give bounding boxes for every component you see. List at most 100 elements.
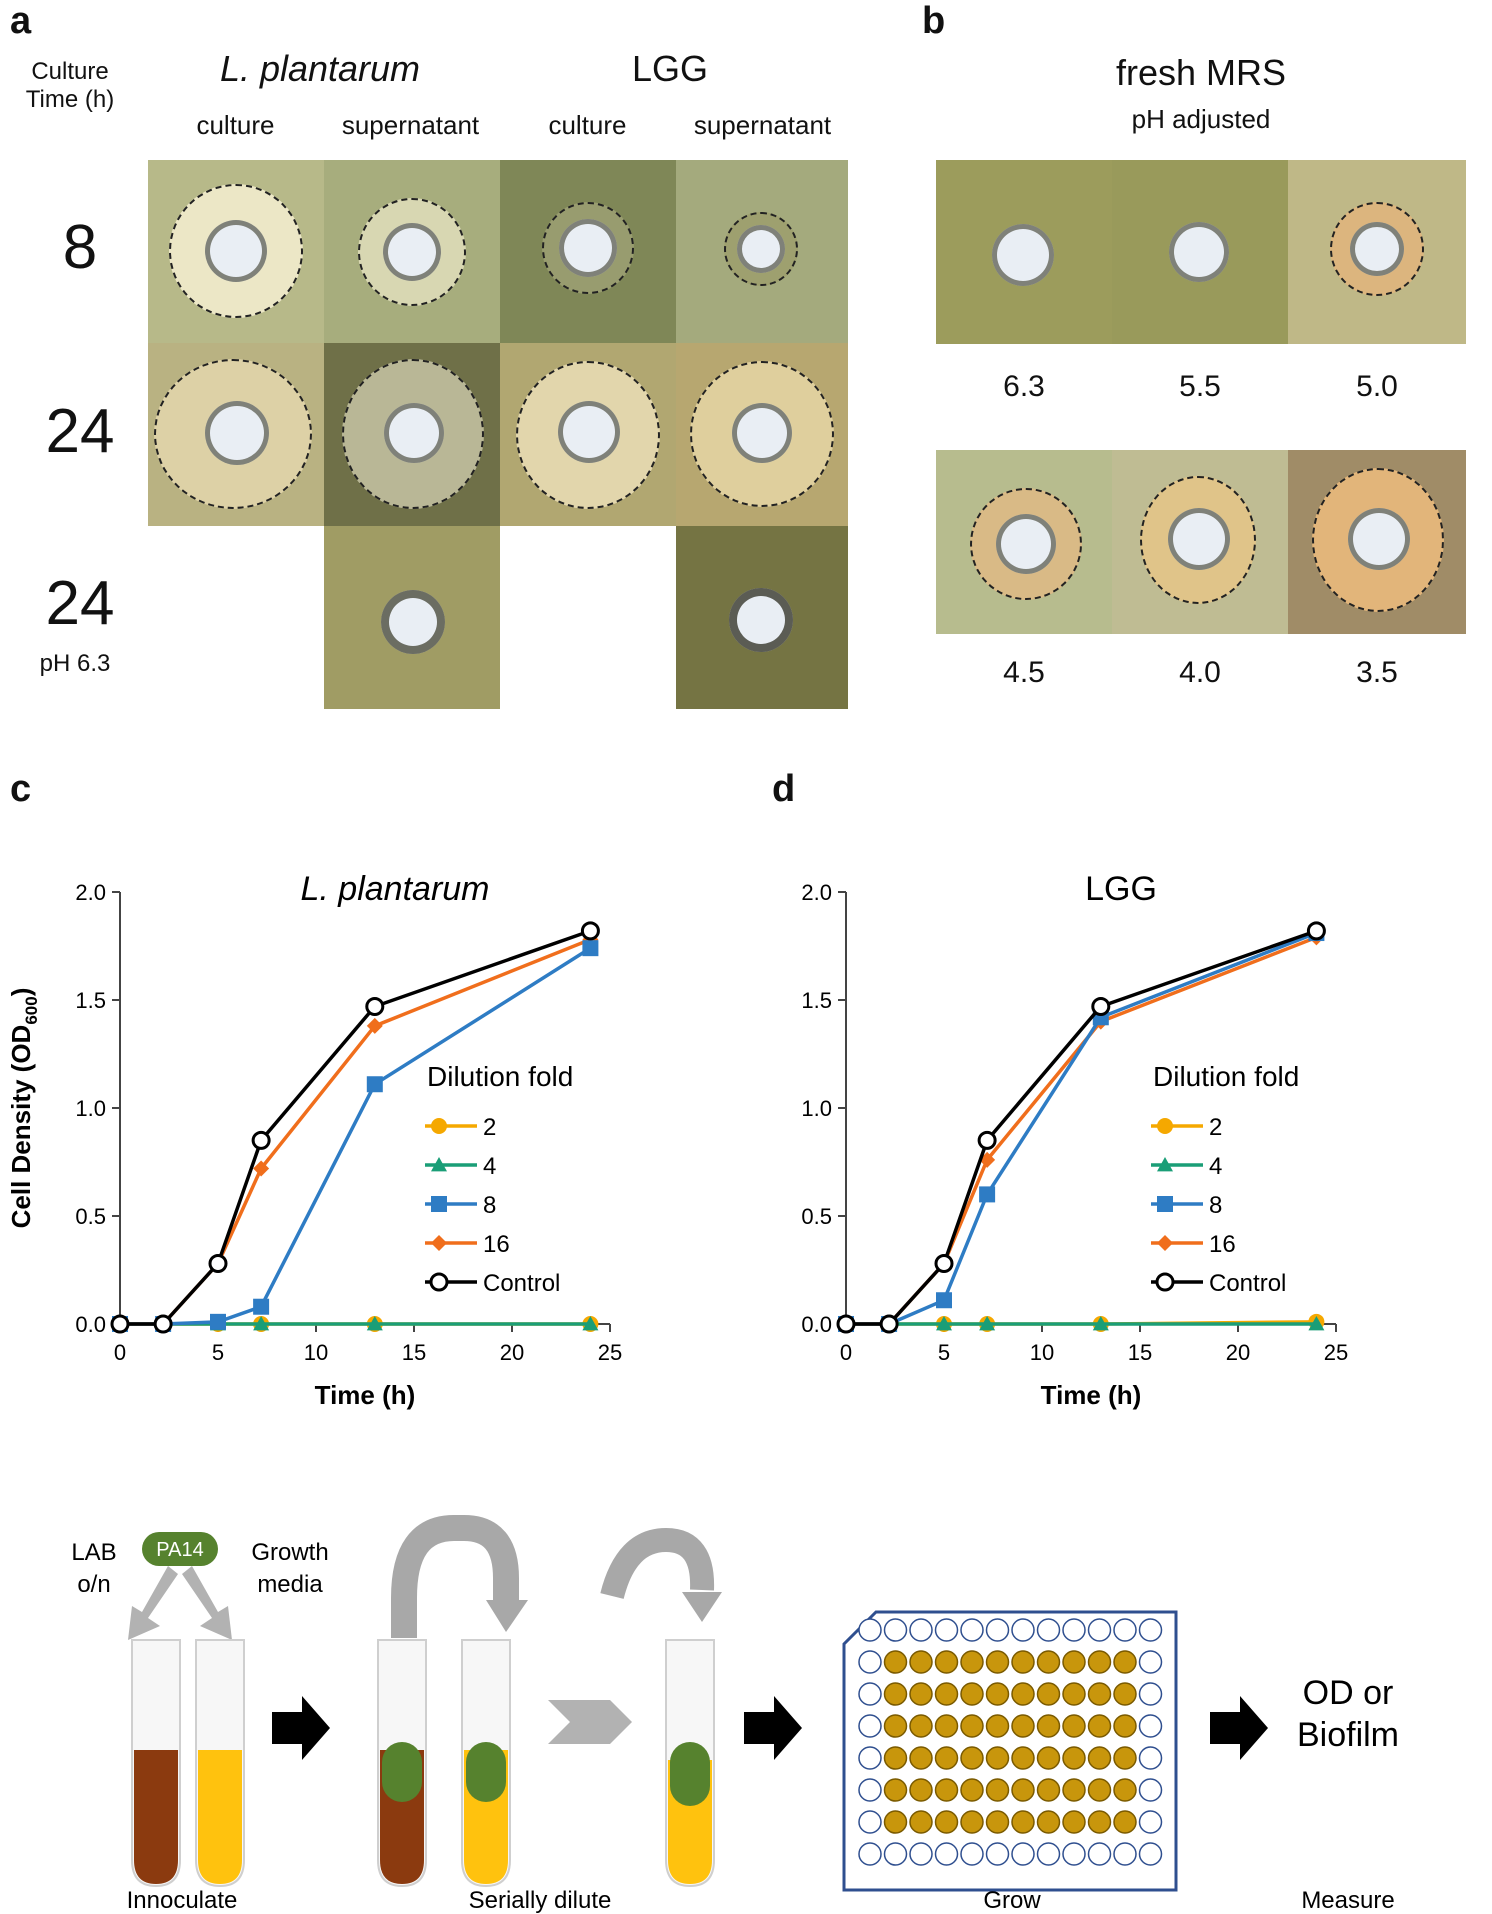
legend-label: 8: [483, 1192, 496, 1219]
growth-media-label-1: Growth: [251, 1539, 328, 1566]
plate-well-empty: [1138, 1714, 1163, 1738]
plate-well-filled: [1062, 1778, 1086, 1802]
plate-well-filled: [1087, 1778, 1112, 1802]
plate-well-empty: [1138, 1842, 1163, 1866]
data-point: [1092, 1316, 1109, 1331]
plate-image-lp-supernatant-24h-ph63: [324, 526, 500, 709]
pa14-badge: [142, 1532, 218, 1566]
plate-well-filled: [934, 1714, 959, 1738]
result-label-1: OD or: [1303, 1674, 1394, 1712]
plate-image-mrs-ph35: [1288, 450, 1466, 634]
legend-label: Control: [483, 1270, 560, 1297]
plate-image-lgg-culture-8h: [500, 160, 676, 343]
plate-well-filled: [1011, 1810, 1035, 1834]
row-label-24: 24: [45, 397, 115, 466]
y-tick-label: 0.5: [801, 1204, 832, 1229]
data-point: [1091, 996, 1111, 1016]
plate-well-filled: [934, 1746, 959, 1770]
legend-marker: [1157, 1196, 1173, 1212]
data-point: [153, 1314, 173, 1334]
plate-well-empty: [1138, 1682, 1163, 1706]
plate-well-filled: [883, 1810, 908, 1834]
plate-image-mrs-ph40: [1112, 450, 1288, 634]
ph-label-45: 4.5: [1003, 656, 1045, 689]
plate-well-filled: [1011, 1650, 1035, 1674]
data-point: [936, 1316, 952, 1331]
chart-title: L. plantarum: [301, 870, 490, 908]
x-tick-label: 0: [114, 1340, 126, 1365]
data-point: [208, 1254, 228, 1274]
data-point: [977, 1130, 997, 1150]
dilution-curve-arrow-2: [600, 1527, 715, 1600]
legend-item: 2: [425, 1114, 496, 1141]
plate-image-mrs-ph50: [1288, 160, 1466, 344]
data-point: [366, 1316, 383, 1331]
plate-well-empty: [985, 1618, 1010, 1642]
plate-well-empty: [1138, 1810, 1163, 1834]
legend-marker: [431, 1157, 447, 1172]
plate-well-filled: [985, 1778, 1010, 1802]
plate-well-filled: [1036, 1682, 1061, 1706]
plate-well-filled: [909, 1778, 933, 1802]
plate-well-filled: [1113, 1650, 1137, 1674]
plate-well-filled: [1087, 1714, 1112, 1738]
data-point: [582, 940, 599, 957]
y-tick-label: 2.0: [801, 880, 832, 905]
data-point: [366, 1076, 383, 1093]
plate-well-filled: [909, 1746, 933, 1770]
plate-well-empty: [1011, 1842, 1035, 1866]
plate-well-empty: [1138, 1746, 1163, 1770]
row-sublabel-ph63: pH 6.3: [39, 650, 111, 677]
legend-item: 16: [1151, 1231, 1236, 1258]
plate-well-filled: [883, 1650, 908, 1674]
lab-on-label-2: o/n: [77, 1571, 110, 1598]
x-tick-label: 15: [1128, 1340, 1152, 1365]
plate-well-filled: [1011, 1682, 1035, 1706]
fresh-mrs-subtitle: pH adjusted: [1131, 104, 1271, 134]
data-point: [836, 1314, 856, 1334]
workflow-diagram: PA14 LAB o/n Growth media: [71, 1515, 1399, 1914]
legend-item: 4: [1151, 1153, 1222, 1180]
data-point: [936, 1292, 952, 1309]
data-point: [110, 1314, 130, 1334]
data-point: [979, 1151, 996, 1168]
x-tick-label: 10: [304, 1340, 328, 1365]
legend-label: 4: [1209, 1153, 1222, 1180]
plate-image-mrs-ph45: [936, 450, 1112, 634]
y-tick-label: 0.0: [801, 1312, 832, 1337]
panel-a-letter: a: [10, 0, 32, 42]
plate-well-filled: [1087, 1810, 1112, 1834]
plate-image-lgg-culture-24h: [500, 343, 676, 526]
legend-marker: [1157, 1235, 1173, 1251]
plate-well-filled: [1113, 1746, 1137, 1770]
series-line: [120, 929, 591, 1326]
data-point: [582, 1316, 599, 1331]
legend-marker: [431, 1196, 447, 1212]
plate-well-filled: [883, 1778, 908, 1802]
legend-item: 4: [425, 1153, 496, 1180]
data-point: [253, 1316, 270, 1331]
legend-item: 8: [425, 1192, 496, 1219]
plate-image-lp-supernatant-8h: [324, 160, 500, 343]
series-line: [846, 935, 1318, 1326]
data-point: [251, 1130, 271, 1150]
plate-well-filled: [960, 1778, 984, 1802]
plate-well-empty: [858, 1714, 882, 1738]
chart-l-plantarum: L. plantarum 0.0 0.5 1.0 1.5 2.0 0 5 10 15 20 25 Tim…: [6, 870, 622, 1410]
series-control: [836, 921, 1326, 1334]
plate-image-mrs-ph55: [1112, 160, 1288, 344]
step-arrow-3: [1210, 1696, 1268, 1760]
series-line: [846, 931, 1318, 1326]
plate-well-empty: [858, 1778, 882, 1802]
plate-well-empty: [1138, 1618, 1163, 1642]
96-well-plate: [842, 1610, 1178, 1892]
chart-title: LGG: [1085, 870, 1157, 908]
step-label-measure: Measure: [1301, 1887, 1394, 1914]
plate-well-empty: [883, 1618, 908, 1642]
col-header-culture-1: culture: [196, 110, 275, 140]
ph-label-50: 5.0: [1356, 370, 1398, 403]
plate-well-filled: [985, 1714, 1010, 1738]
row-label-24-ph: 24: [45, 569, 115, 638]
plate-well-empty: [1062, 1618, 1086, 1642]
plate-image-lgg-supernatant-24h-ph63: [676, 526, 848, 709]
